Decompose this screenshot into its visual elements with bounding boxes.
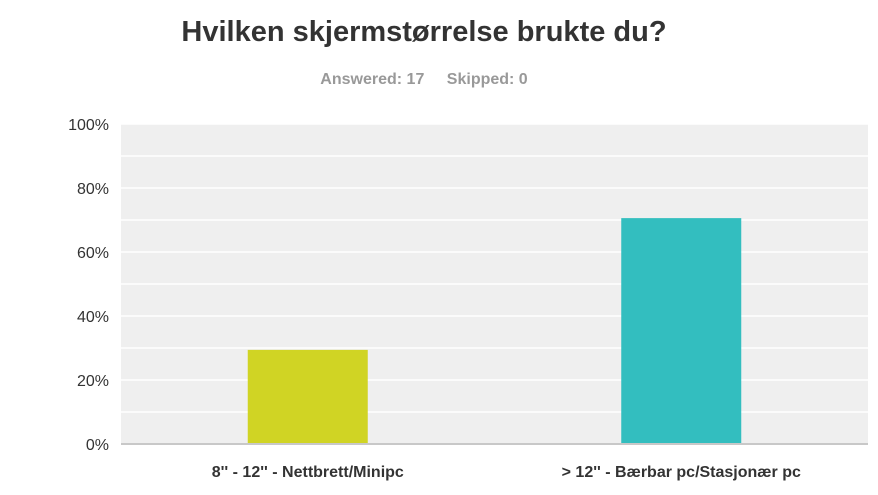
bar[interactable] (621, 218, 742, 444)
y-axis-ticks: 0% 20% 40% 60% 80% 100% (68, 117, 109, 454)
y-tick-label: 0% (86, 437, 109, 454)
y-tick-label: 20% (77, 373, 109, 390)
skipped-count: Skipped: 0 (446, 71, 528, 88)
x-tick-label: > 12'' - Bærbar pc/Stasjonær pc (562, 464, 801, 481)
gridlines (121, 123, 868, 413)
y-tick-label: 40% (77, 309, 109, 326)
bar[interactable] (247, 349, 368, 444)
x-tick-label: 8'' - 12'' - Nettbrett/Minipc (212, 464, 404, 481)
y-tick-label: 60% (77, 245, 109, 262)
bars (247, 218, 742, 444)
y-tick-label: 80% (77, 181, 109, 198)
x-axis-labels: 8'' - 12'' - Nettbrett/Minipc > 12'' - Bæ… (212, 464, 801, 481)
answered-count: Answered: 17 (320, 71, 425, 88)
question-title: Hvilken skjermstørrelse brukte du? (181, 16, 667, 48)
response-stats: Answered: 17 Skipped: 0 (0, 71, 848, 89)
y-tick-label: 100% (68, 117, 109, 134)
